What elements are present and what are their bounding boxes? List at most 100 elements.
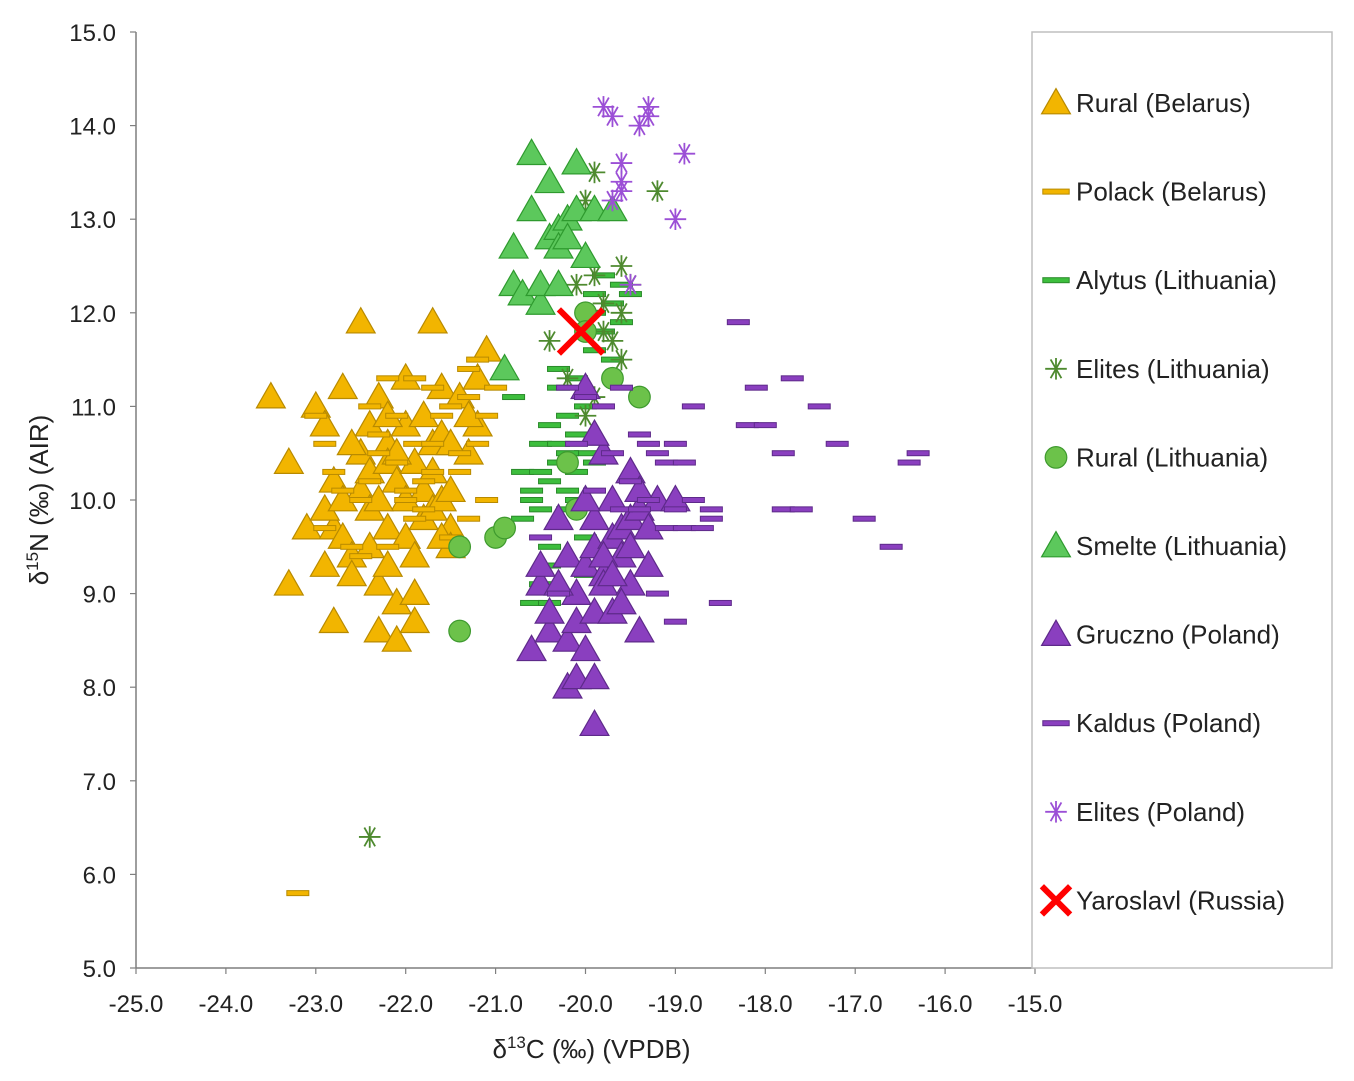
legend-label: Polack (Belarus) <box>1076 177 1267 207</box>
x-tick-label: -24.0 <box>199 991 254 1018</box>
data-point <box>601 189 624 212</box>
data-point <box>565 273 588 296</box>
data-point <box>318 606 350 634</box>
legend-label: Alytus (Lithuania) <box>1076 265 1277 295</box>
data-point <box>681 403 705 410</box>
data-point <box>525 287 556 315</box>
y-tick-label: 6.0 <box>83 862 116 889</box>
x-tick-label: -18.0 <box>738 991 793 1018</box>
data-point <box>673 142 696 165</box>
data-point <box>543 503 574 531</box>
x-tick-label: -17.0 <box>828 991 883 1018</box>
legend-label: Smelte (Lithuania) <box>1076 531 1287 561</box>
data-point <box>636 497 660 503</box>
data-point <box>632 549 664 577</box>
data-point <box>367 431 391 438</box>
series-8 <box>592 96 696 296</box>
data-point <box>906 450 930 457</box>
data-point <box>529 506 553 513</box>
data-point <box>448 535 472 559</box>
data-point <box>610 348 633 371</box>
data-point <box>579 709 610 737</box>
data-point <box>313 440 337 447</box>
data-point <box>570 241 601 269</box>
legend-marker <box>1040 87 1072 115</box>
data-point <box>363 568 395 596</box>
data-point <box>331 487 355 494</box>
data-point <box>448 450 472 457</box>
data-point <box>502 394 526 401</box>
y-axis-title: δ15N (‰) (AIR) <box>23 415 54 586</box>
data-point <box>255 381 287 409</box>
data-point <box>606 587 637 615</box>
data-point <box>394 497 418 503</box>
data-point <box>579 418 610 446</box>
data-point <box>349 553 373 560</box>
y-tick-label: 14.0 <box>69 114 116 141</box>
legend-item: Alytus (Lithuania) <box>1042 265 1277 295</box>
legend-marker <box>1039 884 1073 917</box>
legend-label: Elites (Poland) <box>1076 797 1245 827</box>
legend-marker <box>1040 530 1072 558</box>
data-point <box>448 468 472 475</box>
data-point <box>681 497 705 503</box>
x-tick-label: -23.0 <box>288 991 343 1018</box>
legend-marker <box>1044 446 1068 469</box>
data-point <box>610 302 633 324</box>
legend-marker <box>1045 801 1067 823</box>
data-point <box>372 549 404 577</box>
legend-item: Rural (Belarus) <box>1040 87 1251 118</box>
legend-label: Rural (Belarus) <box>1076 88 1251 118</box>
data-point <box>421 440 445 447</box>
data-point <box>448 619 472 643</box>
data-point <box>475 497 499 503</box>
data-point <box>556 451 579 474</box>
data-point <box>582 487 606 494</box>
x-tick-label: -15.0 <box>1008 991 1063 1018</box>
data-point <box>457 394 481 401</box>
data-point <box>376 543 400 550</box>
data-point <box>520 487 544 494</box>
data-point <box>588 540 619 568</box>
data-point <box>439 403 463 410</box>
data-point <box>534 596 565 624</box>
data-point <box>498 231 530 259</box>
data-point <box>462 362 494 390</box>
legend-label: Kaldus (Poland) <box>1076 708 1261 738</box>
data-point <box>645 590 669 597</box>
data-point <box>516 634 547 662</box>
data-point <box>852 515 876 522</box>
legend-label: Rural (Lithuania) <box>1076 442 1268 472</box>
data-point <box>672 459 696 466</box>
data-point <box>493 516 516 540</box>
data-point <box>618 478 642 485</box>
data-point <box>385 412 409 419</box>
data-point <box>511 515 535 522</box>
legend-item: Elites (Lithuania) <box>1045 354 1270 384</box>
legend-item: Elites (Poland) <box>1045 797 1245 827</box>
y-tick-label: 7.0 <box>83 769 116 796</box>
data-point <box>399 577 431 606</box>
legend-box <box>1031 31 1333 969</box>
data-point <box>565 431 589 438</box>
data-point <box>615 531 646 559</box>
series-1 <box>286 356 508 897</box>
data-point <box>628 385 651 409</box>
data-point <box>484 384 508 391</box>
legend-item: Yaroslavl (Russia) <box>1039 884 1285 917</box>
data-point <box>516 138 547 166</box>
data-point <box>565 440 589 447</box>
data-point <box>403 515 427 522</box>
x-tick-label: -20.0 <box>558 991 613 1018</box>
x-tick-label: -25.0 <box>109 991 164 1018</box>
data-point <box>394 487 418 494</box>
data-point <box>381 624 413 652</box>
data-point <box>466 356 490 363</box>
data-point <box>412 506 436 513</box>
data-point <box>489 353 521 381</box>
legend-label: Elites (Lithuania) <box>1076 354 1270 384</box>
y-tick-label: 13.0 <box>69 207 116 234</box>
data-point <box>664 208 687 230</box>
data-point <box>543 269 574 297</box>
data-point <box>372 512 404 540</box>
